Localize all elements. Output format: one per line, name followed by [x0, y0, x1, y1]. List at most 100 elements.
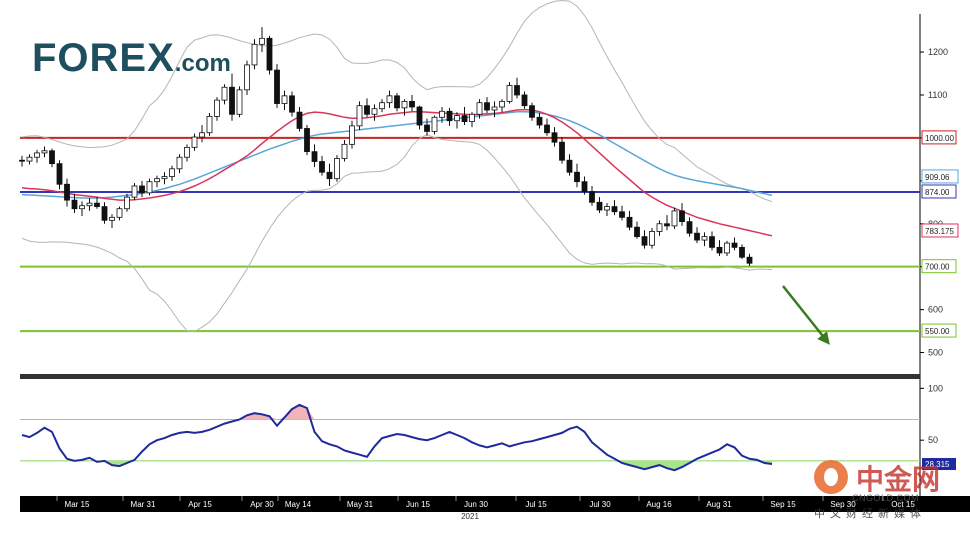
rsi-tick-label: 100	[928, 383, 943, 393]
candle	[199, 125, 205, 143]
candle-body	[64, 183, 70, 201]
candle	[431, 115, 438, 135]
candle-body	[746, 256, 753, 264]
candle-body	[439, 110, 445, 118]
candle-body	[311, 151, 318, 162]
candle-body	[581, 181, 588, 192]
candle	[439, 106, 445, 123]
level-tag-0: 1000.00	[921, 130, 957, 145]
candle	[641, 230, 648, 249]
price-tick-label: 500	[928, 348, 943, 358]
candle	[334, 155, 340, 182]
time-tick-label: Oct 15	[891, 500, 915, 509]
candle	[716, 240, 723, 256]
candle	[394, 92, 400, 112]
candle	[371, 104, 378, 121]
candle-body	[154, 178, 160, 183]
candle-body	[656, 223, 663, 232]
bollinger-bands	[21, 0, 773, 333]
cngold-watermark: 中金网 CNGOLD.COM 中文财经新媒体	[812, 456, 962, 526]
indicator-tag-label: 783.175	[925, 227, 954, 236]
candle	[349, 120, 355, 149]
lower-band	[21, 134, 773, 333]
candle	[319, 155, 325, 176]
time-tick-label: Sep 15	[770, 500, 796, 509]
candle	[746, 253, 753, 266]
candle	[476, 99, 483, 119]
candle-body	[499, 101, 505, 108]
candle	[281, 90, 288, 110]
price-axis: 50060080011001200	[920, 47, 948, 358]
time-tick-label: Jun 15	[406, 500, 431, 509]
candle-body	[371, 108, 378, 115]
candle	[229, 73, 235, 121]
candle-body	[476, 102, 483, 115]
candle-body	[56, 163, 63, 185]
candle-body	[679, 210, 685, 223]
candle	[56, 160, 63, 190]
candle	[709, 231, 715, 251]
candle	[326, 163, 333, 186]
candle-body	[19, 159, 25, 162]
candle-body	[131, 185, 138, 198]
candle-body	[169, 168, 175, 177]
candle	[94, 197, 100, 209]
candle-body	[116, 208, 123, 218]
candle-body	[124, 196, 130, 210]
candle-body	[109, 216, 115, 221]
candle-body	[664, 223, 670, 227]
moving-average-line-1	[21, 108, 773, 237]
candle	[26, 154, 33, 165]
candle-body	[161, 176, 168, 180]
candle-body	[184, 146, 190, 158]
level-tag-2: 700.00	[921, 259, 957, 274]
level-tag-label: 700.00	[925, 263, 950, 272]
candle-body	[236, 89, 243, 115]
candle-body	[229, 86, 235, 115]
candle-body	[251, 43, 258, 66]
candle	[409, 94, 415, 112]
moving-averages	[21, 108, 773, 237]
candle-body	[619, 211, 625, 218]
plot-frame	[20, 14, 970, 512]
candle-body	[701, 236, 708, 241]
time-tick-label: Aug 16	[646, 500, 672, 509]
rsi-overbought-fill	[247, 413, 255, 420]
candle-body	[379, 102, 385, 110]
candle	[656, 220, 663, 236]
candle	[739, 244, 745, 259]
candle	[634, 221, 640, 239]
candle	[244, 60, 250, 95]
candle-body	[101, 206, 108, 221]
candle-body	[536, 116, 543, 126]
candle-body	[416, 106, 423, 126]
candle	[401, 99, 408, 116]
rsi-panel: 50 100 28.315	[20, 383, 956, 472]
watermark-url: CNGOLD.COM	[852, 493, 920, 503]
candle-body	[724, 242, 730, 254]
level-tag-1: 874.00	[921, 184, 957, 199]
candle-body	[671, 210, 678, 227]
candle	[679, 203, 685, 226]
indicator-tag-1: 783.175	[921, 223, 959, 238]
candle	[116, 206, 123, 221]
candle	[589, 185, 595, 206]
candle	[221, 84, 228, 105]
level-tag-label: 550.00	[925, 327, 950, 336]
candle	[289, 91, 295, 117]
time-tick-label: May 14	[285, 500, 312, 509]
candle	[424, 118, 430, 136]
rsi-tick-label: 50	[928, 435, 938, 445]
candle-body	[259, 37, 265, 45]
candle	[536, 113, 543, 129]
candle-body	[739, 246, 745, 258]
candle	[551, 127, 558, 147]
candle	[184, 144, 190, 162]
candle	[386, 90, 393, 108]
candle	[619, 205, 625, 221]
candle-body	[394, 95, 400, 109]
candle-body	[649, 231, 655, 246]
level-tag-box	[921, 130, 957, 145]
candle-body	[386, 95, 393, 104]
candle-body	[641, 236, 648, 246]
